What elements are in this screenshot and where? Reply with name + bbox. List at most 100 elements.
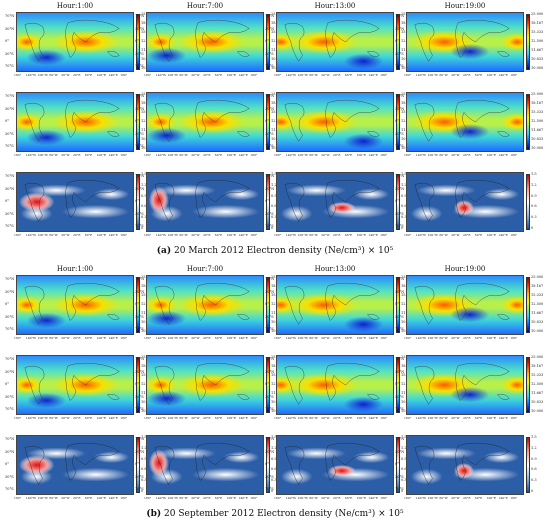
longitude-label: 60°W [179, 415, 188, 420]
longitude-label: 140°W [285, 335, 297, 340]
colorbar [266, 357, 270, 413]
longitude-label: 180° [14, 415, 22, 420]
longitude-label: 20°W [61, 415, 70, 420]
latitude-label: 70°S [395, 407, 404, 411]
longitude-label: 180° [274, 495, 282, 500]
latitude-label: 30°S [5, 51, 14, 56]
longitude-label: 20°E [73, 415, 81, 420]
longitude-label: 60°E [344, 495, 353, 500]
longitude-label: 180° [120, 335, 128, 340]
longitude-label: 20°E [463, 415, 471, 420]
longitude-label: 60°E [84, 152, 93, 157]
colorbar [266, 277, 270, 333]
longitude-label: 180° [144, 335, 152, 340]
longitude-label: 140°E [238, 495, 248, 500]
latitude-label: 0° [135, 39, 139, 43]
longitude-label: 60°W [179, 335, 188, 340]
colorbar-tick-label: 0.9 [401, 193, 407, 198]
longitude-label: 180° [14, 152, 22, 157]
longitude-label: 140°W [25, 495, 37, 500]
longitude-label: 100°E [96, 232, 107, 237]
longitude-label: 180° [250, 335, 258, 340]
longitude-label: 60°E [474, 335, 483, 340]
ratio-map [406, 172, 524, 232]
colorbar-tick-label: 0.6 [271, 204, 277, 209]
longitude-label: 20°E [463, 72, 471, 77]
latitude-label: 30°N [265, 289, 275, 294]
longitude-label: 100°W [167, 495, 178, 500]
latitude-label: 30°N [5, 186, 15, 191]
latitude-label: 70°S [395, 144, 404, 148]
longitude-label: 100°W [297, 152, 308, 157]
longitude-label: 100°E [356, 335, 367, 340]
longitude-label: 180° [380, 152, 388, 157]
longitude-label: 100°W [427, 152, 438, 157]
colorbar-tick-label: 12.500 [531, 382, 544, 386]
hour-title: Hour:1:00 [56, 2, 94, 10]
colorbar [396, 94, 400, 150]
longitude-label: 60°W [179, 72, 188, 77]
latitude-label: 70°S [135, 144, 144, 148]
colorbar-tick-label: 0 [141, 226, 144, 230]
longitude-label: 20°E [203, 495, 211, 500]
latitude-label: 30°S [5, 474, 14, 479]
longitude-label: 20°E [203, 415, 211, 420]
longitude-label: 100°E [486, 152, 497, 157]
colorbar-tick-label: 15.333 [531, 110, 544, 114]
latitude-label: 30°S [265, 211, 274, 216]
longitude-label: 100°E [96, 495, 107, 500]
colorbar-tick-label: 0.9 [271, 193, 277, 198]
ratio-map [406, 435, 524, 495]
colorbar-tick-label: 1.2 [141, 182, 147, 187]
hour-title: Hour:13:00 [314, 2, 356, 10]
latitude-label: 0° [395, 199, 399, 203]
latitude-label: 30°S [395, 51, 404, 56]
latitude-label: 70°N [135, 277, 145, 281]
latitude-label: 70°S [5, 327, 14, 331]
density-map [406, 12, 524, 72]
density-map [276, 92, 394, 152]
colorbar-tick-label: 25.000 [531, 92, 544, 96]
longitude-label: 100°E [486, 495, 497, 500]
density-map [406, 92, 524, 152]
latitude-label: 30°N [5, 449, 15, 454]
longitude-label: 60°W [49, 335, 58, 340]
longitude-label: 140°W [415, 335, 427, 340]
latitude-label: 70°S [395, 327, 404, 331]
longitude-label: 60°E [214, 415, 223, 420]
latitude-label: 30°S [395, 131, 404, 136]
latitude-label: 70°S [395, 64, 404, 68]
colorbar [136, 357, 140, 413]
colorbar [136, 277, 140, 333]
longitude-label: 60°W [439, 335, 448, 340]
latitude-label: 30°N [265, 26, 275, 31]
longitude-label: 140°E [498, 72, 508, 77]
longitude-label: 20°W [451, 495, 460, 500]
ratio-map [276, 435, 394, 495]
longitude-label: 100°W [297, 335, 308, 340]
latitude-label: 70°N [5, 437, 15, 441]
longitude-label: 20°E [463, 335, 471, 340]
colorbar [396, 14, 400, 70]
longitude-label: 180° [144, 152, 152, 157]
latitude-label: 0° [395, 39, 399, 43]
colorbar-tick-label: 11.667 [531, 48, 544, 52]
colorbar-tick-label: 25.000 [531, 275, 544, 279]
longitude-label: 100°E [356, 495, 367, 500]
colorbar [136, 174, 140, 230]
density-map [146, 275, 264, 335]
longitude-label: 60°E [84, 495, 93, 500]
longitude-label: 100°E [226, 415, 237, 420]
latitude-label: 70°N [265, 14, 275, 18]
longitude-label: 180° [404, 495, 412, 500]
latitude-label: 70°S [135, 407, 144, 411]
latitude-label: 0° [265, 119, 269, 123]
longitude-label: 180° [14, 335, 22, 340]
latitude-label: 70°N [135, 94, 145, 98]
latitude-label: 0° [135, 462, 139, 466]
longitude-label: 60°W [179, 495, 188, 500]
density-map [16, 92, 134, 152]
longitude-label: 180° [404, 152, 412, 157]
latitude-label: 70°N [265, 174, 275, 178]
latitude-label: 0° [395, 382, 399, 386]
